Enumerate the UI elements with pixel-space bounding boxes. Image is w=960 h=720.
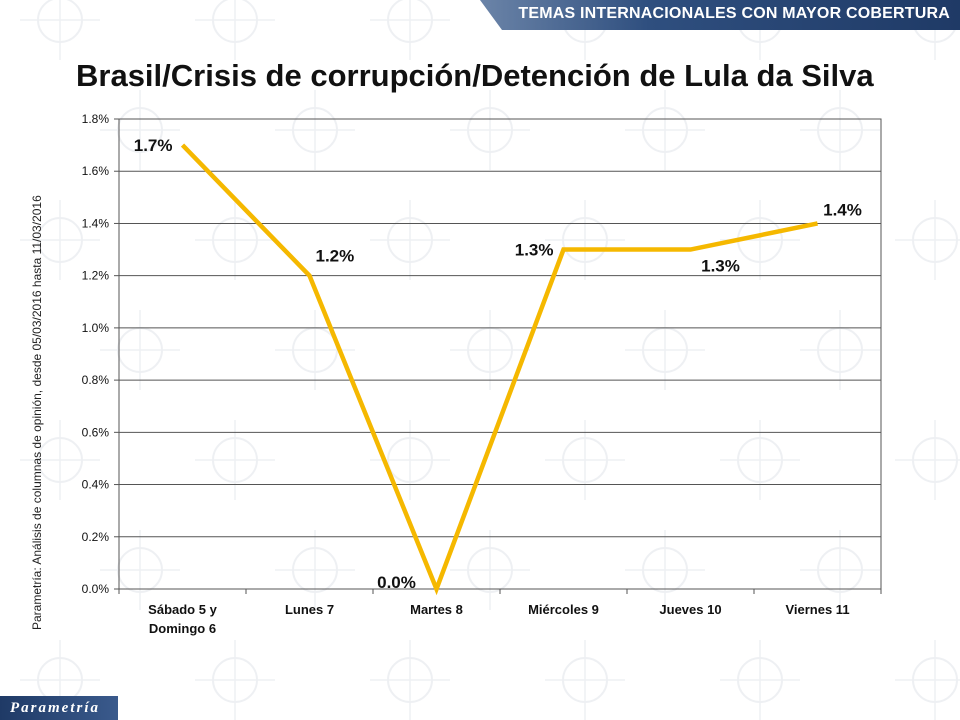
- watermark-circle: [387, 657, 433, 703]
- watermark-circle: [387, 437, 433, 483]
- y-tick-label: 1.2%: [82, 269, 110, 283]
- watermark-circle: [737, 657, 783, 703]
- watermark-circle: [737, 437, 783, 483]
- watermark-circle: [562, 217, 608, 263]
- y-tick-label: 1.6%: [82, 164, 110, 178]
- watermark-circle: [212, 437, 258, 483]
- plot-area: [118, 118, 882, 590]
- watermark-circle: [117, 547, 163, 593]
- y-tick-label: 1.0%: [82, 321, 110, 335]
- watermark-circle: [642, 107, 688, 153]
- watermark-circle: [562, 437, 608, 483]
- data-label: 0.0%: [377, 573, 416, 592]
- x-tick-label-line: Lunes 7: [285, 602, 334, 617]
- watermark-circle: [467, 547, 513, 593]
- watermark-circle: [37, 437, 83, 483]
- y-tick-label: 0.2%: [82, 530, 110, 544]
- x-tick-label: Viernes 11: [785, 602, 849, 617]
- data-label: 1.3%: [515, 241, 554, 260]
- parametria-logo: Parametría: [10, 700, 100, 716]
- watermark-circle: [387, 217, 433, 263]
- y-tick-label: 0.0%: [82, 582, 110, 596]
- x-tick-label: Lunes 7: [285, 602, 334, 617]
- y-tick-label: 0.8%: [82, 373, 110, 387]
- watermark-circle: [817, 107, 863, 153]
- y-tick-label: 0.6%: [82, 425, 110, 439]
- x-tick-label-line: Miércoles 9: [528, 602, 599, 617]
- watermark-circle: [37, 0, 83, 43]
- data-label: 1.2%: [316, 247, 355, 266]
- header-banner-text: TEMAS INTERNACIONALES CON MAYOR COBERTUR…: [518, 5, 950, 22]
- watermark-circle: [387, 0, 433, 43]
- watermark-circle: [117, 107, 163, 153]
- y-tick-label: 0.4%: [82, 478, 110, 492]
- watermark-circle: [912, 657, 958, 703]
- x-tick-label-line: Viernes 11: [785, 602, 849, 617]
- y-tick-label: 1.8%: [82, 112, 110, 126]
- watermark-circle: [562, 657, 608, 703]
- x-tick-label-line: Domingo 6: [149, 621, 216, 636]
- x-tick-label: Martes 8: [410, 602, 463, 617]
- watermark-circle: [467, 107, 513, 153]
- x-tick-label-line: Martes 8: [410, 602, 463, 617]
- x-tick-label: Miércoles 9: [528, 602, 599, 617]
- watermark-circle: [212, 657, 258, 703]
- y-tick-label: 1.4%: [82, 216, 110, 230]
- watermark-circle: [292, 547, 338, 593]
- chart-title: Brasil/Crisis de corrupción/Detención de…: [76, 58, 874, 93]
- watermark-circle: [212, 0, 258, 43]
- watermark-circle: [212, 217, 258, 263]
- x-tick-label-line: Sábado 5 y: [148, 602, 217, 617]
- data-label: 1.7%: [134, 136, 173, 155]
- header-banner: [480, 0, 960, 30]
- data-label: 1.4%: [823, 200, 862, 219]
- watermark-circle: [292, 107, 338, 153]
- watermark-circle: [642, 547, 688, 593]
- x-tick-label: Sábado 5 y Domingo 6: [148, 602, 217, 636]
- watermark-circle: [912, 217, 958, 263]
- series-line: [180, 143, 818, 596]
- x-tick-label-line: Jueves 10: [659, 602, 721, 617]
- data-label: 1.3%: [701, 257, 740, 276]
- x-tick-label: Jueves 10: [659, 602, 721, 617]
- footer-logo-bar: [0, 696, 118, 720]
- watermark-circle: [37, 217, 83, 263]
- watermark-circle: [817, 547, 863, 593]
- watermark-circle: [912, 437, 958, 483]
